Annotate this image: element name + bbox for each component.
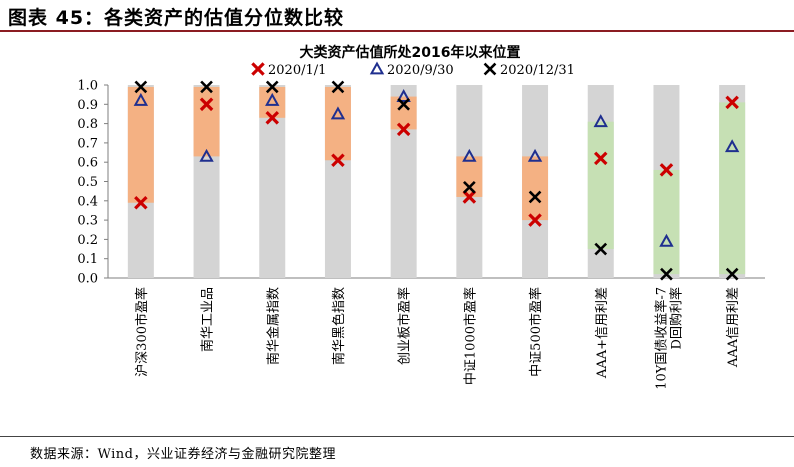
range-bar bbox=[193, 86, 220, 157]
data-point bbox=[725, 95, 739, 110]
range-bar bbox=[522, 156, 549, 221]
y-tick-label: 0.0 bbox=[77, 272, 98, 287]
data-point bbox=[134, 80, 148, 94]
category-label-text: 南华工业品 bbox=[200, 287, 216, 352]
data-point bbox=[199, 97, 214, 112]
category-label: 10Y国债收益率-7 D回购利率 bbox=[653, 287, 684, 390]
data-point bbox=[528, 190, 542, 204]
y-tick-label: 0.8 bbox=[77, 117, 98, 132]
range-bar bbox=[587, 121, 614, 250]
category-label-line: 10Y国债收益率-7 bbox=[653, 287, 669, 390]
range-bar bbox=[719, 102, 746, 275]
category-label: 中证1000市盈率 bbox=[462, 287, 478, 385]
y-tick-label: 0.4 bbox=[77, 194, 98, 209]
data-point bbox=[724, 139, 740, 153]
data-point bbox=[330, 106, 346, 120]
data-point bbox=[134, 195, 148, 210]
legend-label: 2020/1/1 bbox=[268, 63, 326, 78]
data-point bbox=[594, 242, 608, 256]
legend-item: 2020/1/1 bbox=[251, 62, 326, 78]
y-tick-label: 0.1 bbox=[77, 252, 98, 267]
data-point bbox=[528, 213, 542, 227]
range-bar bbox=[653, 169, 680, 275]
category-label: 中证500市盈率 bbox=[528, 287, 544, 377]
y-tick-label: 1.0 bbox=[77, 79, 98, 94]
data-point bbox=[331, 80, 345, 94]
header-rule bbox=[0, 30, 794, 32]
figure-title: 图表 45：各类资产的估值分位数比较 bbox=[8, 7, 345, 29]
range-bar bbox=[127, 86, 154, 203]
data-point bbox=[593, 151, 608, 166]
legend: 2020/1/1 2020/9/30 2020/12/31 bbox=[251, 61, 575, 78]
figure-header: 图表 45：各类资产的估值分位数比较 bbox=[0, 0, 794, 34]
category-label: 创业板市盈率 bbox=[397, 287, 413, 365]
legend-marker bbox=[369, 61, 385, 75]
data-point bbox=[199, 148, 214, 162]
legend-item: 2020/12/31 bbox=[483, 62, 575, 78]
range-bar bbox=[390, 96, 417, 130]
data-point bbox=[200, 80, 213, 94]
chart-title: 大类资产估值所处2016年以来位置 bbox=[300, 44, 521, 61]
y-tick-label: 0.7 bbox=[77, 136, 98, 151]
y-tick-label: 0.5 bbox=[77, 175, 98, 190]
footer-rule bbox=[0, 436, 794, 437]
category-label-text: AAA信用利差 bbox=[726, 287, 741, 368]
data-point bbox=[331, 153, 345, 168]
data-point bbox=[527, 148, 543, 162]
legend-marker bbox=[251, 62, 265, 76]
legend-label: 2020/9/30 bbox=[387, 63, 454, 78]
category-label: 沪深300市盈率 bbox=[134, 287, 150, 377]
data-point bbox=[397, 97, 410, 111]
data-point bbox=[265, 111, 280, 125]
category-label-text: AAA+信用利差 bbox=[595, 287, 610, 379]
category-label: AAA信用利差 bbox=[726, 287, 741, 368]
data-point bbox=[396, 89, 411, 102]
plot-area: 0.0 0.1 0.2 0.3 0.4 0.5 0.6 0.7 0.8 0.9 1.0 沪深300市盈… bbox=[77, 79, 765, 390]
y-tick-label: 0.9 bbox=[77, 98, 98, 113]
category-label-text: 中证1000市盈率 bbox=[462, 287, 478, 385]
range-bar bbox=[259, 86, 286, 118]
data-point bbox=[463, 180, 476, 194]
legend-label: 2020/12/31 bbox=[500, 63, 575, 78]
category-label: 南华黑色指数 bbox=[331, 287, 347, 365]
category-label: AAA+信用利差 bbox=[595, 287, 610, 379]
category-label: 南华工业品 bbox=[200, 287, 216, 352]
category-label-text: 创业板市盈率 bbox=[397, 287, 413, 365]
data-point bbox=[660, 267, 673, 281]
data-point bbox=[265, 80, 279, 94]
category-label-line: D回购利率 bbox=[668, 287, 684, 349]
data-point bbox=[265, 92, 280, 106]
y-tick-label: 0.3 bbox=[77, 214, 98, 229]
range-bar bbox=[456, 156, 483, 197]
category-label-text: 中证500市盈率 bbox=[528, 287, 544, 377]
data-point bbox=[396, 122, 411, 137]
y-tick-label: 0.6 bbox=[77, 156, 98, 171]
legend-marker bbox=[483, 62, 497, 76]
data-point bbox=[593, 114, 608, 128]
data-point bbox=[133, 92, 149, 106]
data-point bbox=[462, 148, 477, 162]
category-label-text: 沪深300市盈率 bbox=[134, 287, 150, 377]
data-point bbox=[725, 267, 739, 281]
data-point bbox=[659, 233, 674, 247]
range-bar bbox=[324, 86, 351, 161]
chart: 大类资产估值所处2016年以来位置 2020/1/1 2020/9/30 2020/… bbox=[77, 44, 765, 390]
legend-item: 2020/9/30 bbox=[369, 61, 454, 78]
category-label: 南华金属指数 bbox=[265, 287, 281, 365]
data-point bbox=[659, 163, 674, 177]
data-point bbox=[462, 190, 477, 204]
category-label-text: 南华黑色指数 bbox=[331, 287, 347, 365]
source-note: 数据来源：Wind，兴业证券经济与金融研究院整理 bbox=[30, 447, 336, 462]
y-tick-label: 0.2 bbox=[77, 233, 98, 248]
category-label-text: 南华金属指数 bbox=[265, 287, 281, 365]
